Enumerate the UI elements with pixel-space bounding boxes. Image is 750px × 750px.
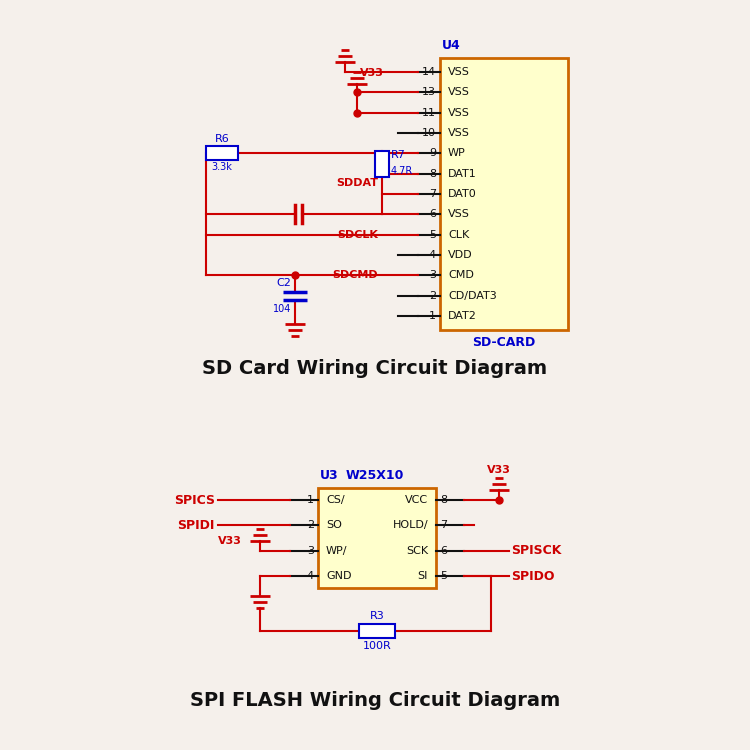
Text: SPIDO: SPIDO: [511, 569, 554, 583]
Text: VSS: VSS: [448, 108, 470, 118]
Text: VSS: VSS: [448, 128, 470, 138]
Text: 2: 2: [307, 520, 314, 530]
Text: 6: 6: [429, 209, 436, 219]
Text: 1: 1: [429, 311, 436, 321]
Text: 1: 1: [307, 495, 314, 505]
Text: SO: SO: [326, 520, 342, 530]
Text: SD-CARD: SD-CARD: [472, 336, 536, 349]
Text: GND: GND: [326, 571, 352, 581]
Text: U4: U4: [442, 39, 460, 52]
Text: CLK: CLK: [448, 230, 470, 240]
Text: 4: 4: [307, 571, 314, 581]
Text: 11: 11: [422, 108, 436, 118]
Text: CS/: CS/: [326, 495, 344, 505]
Text: DAT0: DAT0: [448, 189, 477, 199]
Text: VSS: VSS: [448, 67, 470, 77]
Text: SPICS: SPICS: [174, 494, 215, 506]
Text: 8: 8: [429, 169, 436, 178]
Text: VDD: VDD: [448, 250, 472, 260]
Text: 104: 104: [273, 304, 291, 313]
Text: 7: 7: [440, 520, 447, 530]
Text: SPIDI: SPIDI: [178, 519, 215, 532]
Text: SDCMD: SDCMD: [332, 270, 378, 280]
Text: 5: 5: [429, 230, 436, 240]
Text: 14: 14: [422, 67, 436, 77]
Text: 7: 7: [429, 189, 436, 199]
Text: WP/: WP/: [326, 546, 347, 556]
Text: CD/DAT3: CD/DAT3: [448, 291, 497, 301]
Text: 2: 2: [429, 291, 436, 301]
Text: CMD: CMD: [448, 270, 474, 280]
Text: SPI FLASH Wiring Circuit Diagram: SPI FLASH Wiring Circuit Diagram: [190, 691, 560, 709]
Bar: [440, 58, 568, 330]
Text: 3: 3: [429, 270, 436, 280]
Text: SI: SI: [418, 571, 428, 581]
Text: 8: 8: [440, 495, 447, 505]
Text: R3: R3: [370, 611, 384, 621]
Text: DAT1: DAT1: [448, 169, 477, 178]
Text: SD Card Wiring Circuit Diagram: SD Card Wiring Circuit Diagram: [202, 358, 548, 377]
Text: W25X10: W25X10: [346, 469, 404, 482]
Text: 9: 9: [429, 148, 436, 158]
Text: DAT2: DAT2: [448, 311, 477, 321]
Text: 100R: 100R: [363, 641, 392, 651]
Text: R6: R6: [214, 134, 230, 144]
Text: 4: 4: [429, 250, 436, 260]
Text: C2: C2: [276, 278, 291, 288]
Bar: [318, 488, 436, 588]
Text: R7: R7: [391, 151, 406, 160]
Text: 5: 5: [440, 571, 447, 581]
Text: VSS: VSS: [448, 209, 470, 219]
Text: SDCLK: SDCLK: [338, 230, 378, 240]
Text: VSS: VSS: [448, 87, 470, 98]
Bar: [375, 151, 389, 176]
Text: SPISCK: SPISCK: [511, 544, 561, 557]
Text: 4.7R: 4.7R: [391, 166, 413, 176]
Bar: [359, 624, 395, 638]
Text: V33: V33: [218, 536, 242, 546]
Text: V33: V33: [360, 68, 384, 78]
Text: SDDAT: SDDAT: [336, 178, 378, 188]
Text: 6: 6: [440, 546, 447, 556]
Text: SCK: SCK: [406, 546, 428, 556]
Text: 10: 10: [422, 128, 436, 138]
Text: VCC: VCC: [405, 495, 428, 505]
Text: V33: V33: [487, 465, 511, 475]
Text: WP: WP: [448, 148, 466, 158]
Bar: [206, 146, 238, 160]
Text: 3.3k: 3.3k: [211, 162, 232, 172]
Text: 13: 13: [422, 87, 436, 98]
Text: HOLD/: HOLD/: [392, 520, 428, 530]
Text: 3: 3: [307, 546, 314, 556]
Text: U3: U3: [320, 469, 339, 482]
